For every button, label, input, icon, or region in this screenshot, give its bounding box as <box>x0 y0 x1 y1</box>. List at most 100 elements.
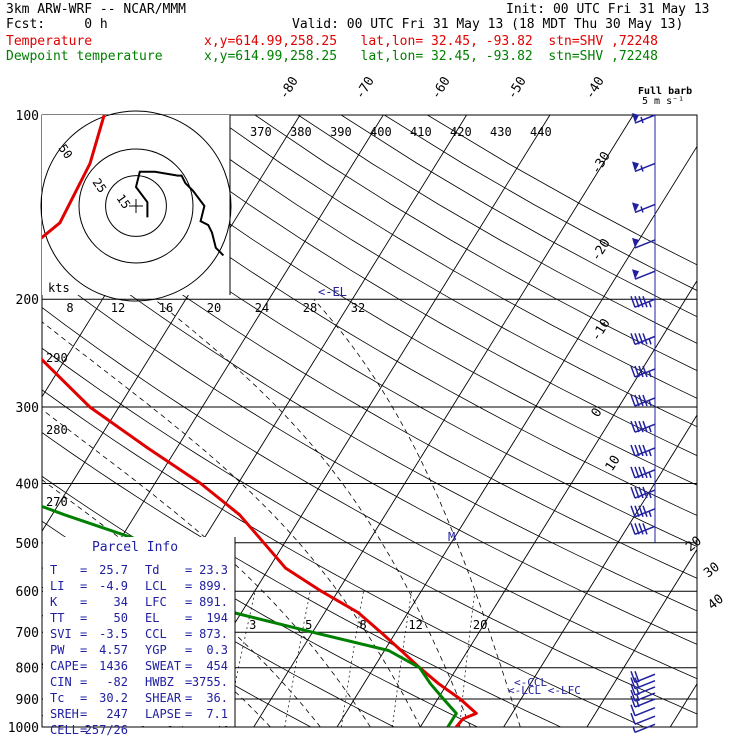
theta-label: 410 <box>410 125 432 139</box>
wind-barb <box>630 689 656 702</box>
barb-pennant <box>632 269 639 280</box>
dry-adiabat <box>82 115 697 486</box>
hodograph-scale-label: 24 <box>255 301 269 315</box>
wind-barb <box>632 723 656 734</box>
parcel-eq: = <box>80 691 87 705</box>
isotherm-label: -40 <box>583 74 608 102</box>
el-marker: <-EL <box>318 285 347 299</box>
barb-flag <box>630 420 636 433</box>
parcel-key: YGP <box>145 643 167 657</box>
barb-flag <box>634 677 640 689</box>
barb-flag <box>630 295 636 308</box>
parcel-eq: = <box>80 659 87 673</box>
pressure-label: 800 <box>16 662 39 677</box>
barb-half <box>648 425 652 433</box>
wind-barb <box>630 670 656 683</box>
lcl-lfc-marker: <-LCL <-LFC <box>508 684 581 697</box>
hodograph-scale-label: 32 <box>351 301 365 315</box>
barb-half <box>636 700 640 708</box>
wind-barb <box>632 202 656 214</box>
hodograph-scale-label: 28 <box>303 301 317 315</box>
parcel-key: CIN <box>50 675 72 689</box>
barb-flag <box>630 677 636 689</box>
parcel-value: 30.2 <box>99 691 128 705</box>
mixing-ratio-line <box>340 591 364 727</box>
barb-half <box>648 300 652 308</box>
parcel-value: 4.57 <box>99 643 128 657</box>
hodograph-ring-label: 25 <box>90 176 110 196</box>
parcel-value: 1436 <box>99 659 128 673</box>
barb-flag <box>634 505 640 518</box>
dry-adiabat <box>42 152 697 547</box>
parcel-value: 247 <box>106 707 128 721</box>
theta-left-label: 290 <box>46 351 68 365</box>
hodograph-trace <box>134 170 225 257</box>
parcel-key: TT <box>50 611 64 625</box>
dry-adiabat <box>42 432 561 727</box>
isotherm-line <box>419 279 697 727</box>
parcel-key: T <box>50 563 57 577</box>
dewpoint-legend-info: x,y=614.99,258.25 lat,lon= 32.45, -93.82… <box>204 49 658 64</box>
wind-barb <box>632 113 656 124</box>
parcel-value: 873. <box>199 627 228 641</box>
barb-flag <box>642 466 648 479</box>
parcel-key: CCL <box>145 627 167 641</box>
theta-label: 380 <box>290 125 312 139</box>
model-title: 3km ARW-WRF -- NCAR/MMM <box>6 2 187 17</box>
theta-label: 430 <box>490 125 512 139</box>
wind-scale-label: Full barb <box>638 86 692 97</box>
pressure-label: 400 <box>16 477 39 492</box>
barb-flag <box>630 523 636 535</box>
barb-shaft <box>634 162 656 173</box>
parcel-eq: = <box>185 627 192 641</box>
parcel-key: LFC <box>145 595 167 609</box>
isotherm-label: 30 <box>701 560 723 581</box>
wind-barb <box>630 677 656 690</box>
barb-flag <box>630 444 636 457</box>
temperature-legend-info: x,y=614.99,258.25 lat,lon= 32.45, -93.82… <box>204 34 658 49</box>
dry-adiabat <box>42 116 697 516</box>
barb-half <box>636 694 640 702</box>
wind-barb <box>630 486 656 499</box>
isotherm-line <box>586 548 697 727</box>
hodograph-scale-label: 20 <box>207 301 221 315</box>
barb-pennant <box>632 237 639 248</box>
mixing-ratio-line <box>284 591 311 727</box>
barb-flag <box>638 295 644 308</box>
theta-label: 440 <box>530 125 552 139</box>
mixing-ratio-label: 12 <box>408 618 422 632</box>
barb-flag <box>634 444 640 457</box>
dry-adiabat <box>340 115 697 318</box>
barb-shaft <box>634 723 656 734</box>
barb-flag <box>630 466 636 479</box>
plot-frame <box>41 114 698 728</box>
parcel-eq: = <box>185 595 192 609</box>
barb-half <box>636 688 640 696</box>
barb-flag <box>630 670 636 683</box>
barb-flag <box>638 420 644 433</box>
barb-pennant <box>632 202 639 213</box>
parcel-key: SWEAT <box>145 659 181 673</box>
parcel-key: HWBZ <box>145 675 174 689</box>
theta-label: 400 <box>370 125 392 139</box>
pressure-label: 900 <box>16 693 39 708</box>
wind-barb <box>630 333 656 346</box>
wind-barb <box>630 420 656 433</box>
mixing-ratio-label: 20 <box>473 618 487 632</box>
isotherm-label: 10 <box>603 453 624 474</box>
barb-shaft <box>634 715 656 725</box>
parcel-key: LCL <box>145 579 167 593</box>
parcel-key: CELL <box>50 723 79 737</box>
pressure-label: 500 <box>16 537 39 552</box>
barb-shaft <box>634 707 656 717</box>
temperature-legend-label: Temperature <box>6 34 93 49</box>
barb-flag <box>642 394 648 407</box>
isotherm-line <box>253 115 634 727</box>
parcel-eq: = <box>80 579 87 593</box>
barb-half <box>648 399 652 407</box>
isotherm-label: 40 <box>705 592 727 613</box>
barb-flag <box>638 466 644 479</box>
dry-adiabat <box>42 267 697 645</box>
barb-flag <box>642 295 648 308</box>
barb-half <box>640 116 644 124</box>
